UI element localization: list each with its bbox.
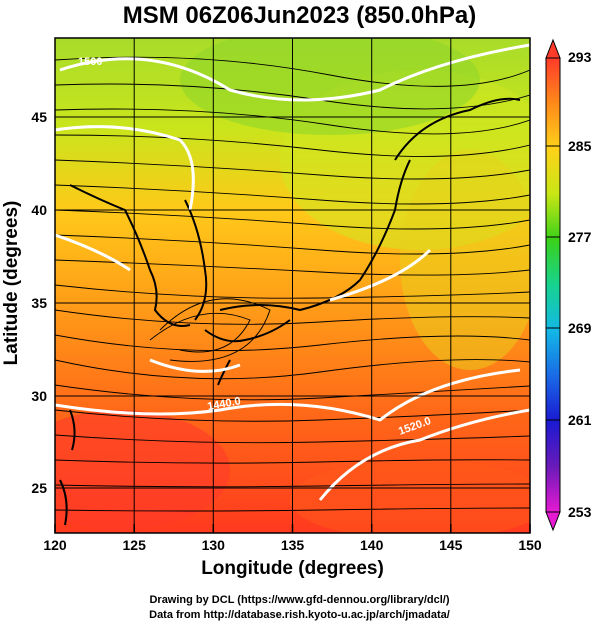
x-tick-label: 120 (43, 537, 67, 553)
coastlines (59, 97, 521, 526)
y-tick-label: 45 (31, 109, 47, 125)
y-tick-label: 30 (31, 388, 47, 404)
colorbar-tick-label: 261 (568, 412, 592, 428)
colorbar-tick-label: 285 (568, 138, 592, 154)
credit-line-data: Data from http://database.rish.kyoto-u.a… (149, 609, 450, 621)
y-tick-label: 40 (31, 202, 47, 218)
colorbar-tick-label: 293 (568, 49, 592, 65)
y-tick-label: 25 (31, 480, 47, 496)
x-tick-label: 150 (518, 537, 542, 553)
colorbar (545, 38, 561, 532)
colorbar-tick-label: 269 (568, 320, 592, 336)
x-axis-label: Longitude (degrees) (201, 558, 384, 579)
x-tick-label: 125 (123, 537, 147, 553)
x-ticks (54, 524, 531, 533)
colorbar-lower-arrow (545, 511, 561, 532)
colorbar-tick-label: 253 (568, 504, 592, 520)
geopotential-contours (55, 43, 530, 501)
page-title: MSM 06Z06Jun2023 (850.0hPa) (122, 2, 477, 29)
grid-lines (55, 38, 530, 533)
contour-label: 1440.0 (206, 395, 241, 413)
contour-label: 1500 (78, 56, 102, 68)
x-tick-label: 135 (281, 537, 305, 553)
x-tick-label: 140 (360, 537, 384, 553)
x-tick-label: 145 (439, 537, 463, 553)
colorbar-upper-arrow (545, 38, 561, 59)
credit-line-drawing: Drawing by DCL (https://www.gfd-dennou.o… (149, 594, 450, 606)
x-tick-label: 130 (202, 537, 226, 553)
colorbar-tick-label: 277 (568, 229, 592, 245)
y-tick-label: 35 (31, 295, 47, 311)
